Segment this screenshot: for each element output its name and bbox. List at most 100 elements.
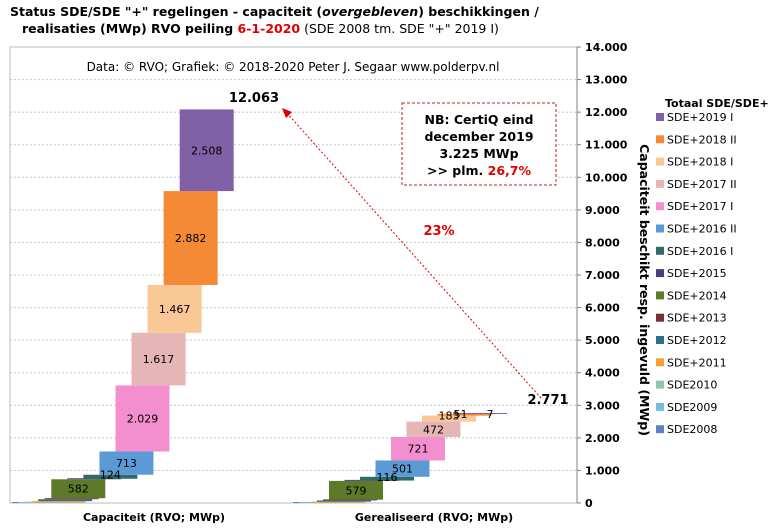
legend-item-label: SDE+2015 xyxy=(667,267,727,280)
y-tick-label: 0 xyxy=(585,497,593,510)
legend-item-label: SDE2010 xyxy=(667,379,717,392)
legend-item-label: SDE+2017 I xyxy=(667,200,733,213)
legend-swatch xyxy=(656,135,664,144)
arrow-percentage-label: 23% xyxy=(423,224,454,239)
note-line-1: NB: CertiQ eind xyxy=(424,112,533,127)
legend-swatch xyxy=(656,313,664,322)
bar-value-label: 116 xyxy=(377,471,398,484)
bar-segment xyxy=(317,500,371,502)
y-tick-label: 12.000 xyxy=(585,106,628,119)
bar-value-label: 2.029 xyxy=(127,412,159,425)
bar-value-label: 721 xyxy=(408,443,429,456)
legend-item-label: SDE+2012 xyxy=(667,334,727,347)
legend-swatch xyxy=(656,113,664,121)
bar-segment xyxy=(147,284,202,333)
legend-swatch xyxy=(656,246,664,255)
bar-segment xyxy=(375,460,430,477)
bar-segment xyxy=(179,109,234,192)
y-tick-label: 4.000 xyxy=(585,367,620,380)
bar-value-label: 7 xyxy=(487,408,494,421)
bar-value-label: 51 xyxy=(454,408,468,421)
legend-swatch xyxy=(656,291,664,300)
y-tick-label: 1.000 xyxy=(585,464,620,477)
bar-segment xyxy=(99,451,154,475)
legend-swatch xyxy=(656,269,664,278)
bar-value-label: 2.508 xyxy=(191,144,223,157)
bar-segment xyxy=(329,480,383,500)
bar-value-label: 183 xyxy=(439,410,460,423)
bar-segment xyxy=(31,501,86,503)
legend-item-label: SDE+2018 I xyxy=(667,156,733,169)
legend-swatch xyxy=(656,425,664,434)
bar-value-label: 582 xyxy=(68,483,89,496)
legend-item-label: SDE+2017 II xyxy=(667,178,737,191)
bar-value-label: 713 xyxy=(116,457,137,470)
legend-item-label: SDE2008 xyxy=(667,423,717,436)
bar-segment xyxy=(323,499,377,501)
legend-swatch xyxy=(656,224,664,233)
chart-credit: Data: © RVO; Grafiek: © 2018-2020 Peter … xyxy=(87,60,500,74)
bar-segment xyxy=(44,498,99,500)
y-tick-label: 11.000 xyxy=(585,139,628,152)
bar-value-label: 579 xyxy=(346,484,367,497)
legend-swatch xyxy=(656,202,664,211)
note-box xyxy=(401,102,557,186)
bar-value-label: 124 xyxy=(100,469,121,482)
category-label-capaciteit: Capaciteit (RVO; MWp) xyxy=(83,511,225,524)
bar-segment xyxy=(51,479,106,499)
bar-segment xyxy=(453,412,507,414)
note-line-2: december 2019 xyxy=(424,129,533,144)
legend-item-label: SDE+2019 I xyxy=(667,111,733,124)
bar-segment xyxy=(38,499,93,502)
legend-item-label: SDE+2018 II xyxy=(667,133,737,146)
legend-swatch xyxy=(656,380,664,389)
bar-value-label: 472 xyxy=(423,423,444,436)
chart-title-line-2: realisaties (MWp) RVO peiling 6-1-2020 (… xyxy=(22,21,499,36)
note-line-3: 3.225 MWp xyxy=(439,146,518,161)
y-tick-label: 3.000 xyxy=(585,399,620,412)
y-tick-label: 10.000 xyxy=(585,171,628,184)
y-tick-label: 7.000 xyxy=(585,269,620,282)
bar-segment xyxy=(131,332,186,386)
bar-segment xyxy=(437,413,492,416)
legend-swatch xyxy=(656,157,664,166)
legend-item-label: SDE+2016 II xyxy=(667,223,737,236)
y-axis-ticks: 0 1.000 2.000 3.000 4.000 5.000 6.000 7.000 8.00… xyxy=(577,41,628,510)
y-tick-label: 2.000 xyxy=(585,432,620,445)
category-label-gerealiseerd: Gerealiseerd (RVO; MWp) xyxy=(355,511,513,524)
legend-item-label: SDE+2013 xyxy=(667,312,727,325)
bar-value-label: 501 xyxy=(392,463,413,476)
y-tick-label: 6.000 xyxy=(585,302,620,315)
legend-title: Totaal SDE/SDE+ xyxy=(665,97,769,110)
total-label-capaciteit: 12.063 xyxy=(229,91,279,106)
legend-swatch xyxy=(656,179,664,188)
legend-swatch xyxy=(656,358,664,367)
note-line-4: >> plm. 26,7% xyxy=(427,163,532,178)
legend-item-label: SDE2009 xyxy=(667,401,717,414)
y-tick-label: 13.000 xyxy=(585,74,628,87)
bar-segments xyxy=(12,109,507,503)
arrow-head xyxy=(282,108,292,118)
legend: SDE+2019 I SDE+2018 II SDE+2018 I SDE+2017 … xyxy=(656,111,737,436)
bar-value-label: 1.617 xyxy=(143,353,175,366)
y-tick-label: 9.000 xyxy=(585,204,620,217)
bar-segment xyxy=(83,474,138,479)
legend-swatch xyxy=(656,402,664,411)
total-label-gerealiseerd: 2.771 xyxy=(527,393,568,408)
y-tick-label: 14.000 xyxy=(585,41,628,54)
legend-item-label: SDE+2011 xyxy=(667,356,727,369)
y-axis-label: Capaciteit beschikt resp. ingevuld (MWp) xyxy=(637,144,652,436)
bar-segment xyxy=(422,415,476,422)
y-tick-label: 5.000 xyxy=(585,334,620,347)
bar-segment xyxy=(360,476,414,481)
legend-item-label: SDE+2014 xyxy=(667,289,727,302)
y-tick-label: 8.000 xyxy=(585,236,620,249)
chart-title-line-1: Status SDE/SDE "+" regelingen - capacite… xyxy=(10,4,539,19)
bar-segment xyxy=(311,501,365,503)
bar-segment xyxy=(406,421,461,437)
bar-segment xyxy=(115,385,170,452)
legend-item-label: SDE+2016 I xyxy=(667,245,733,258)
bar-segment xyxy=(391,436,445,461)
